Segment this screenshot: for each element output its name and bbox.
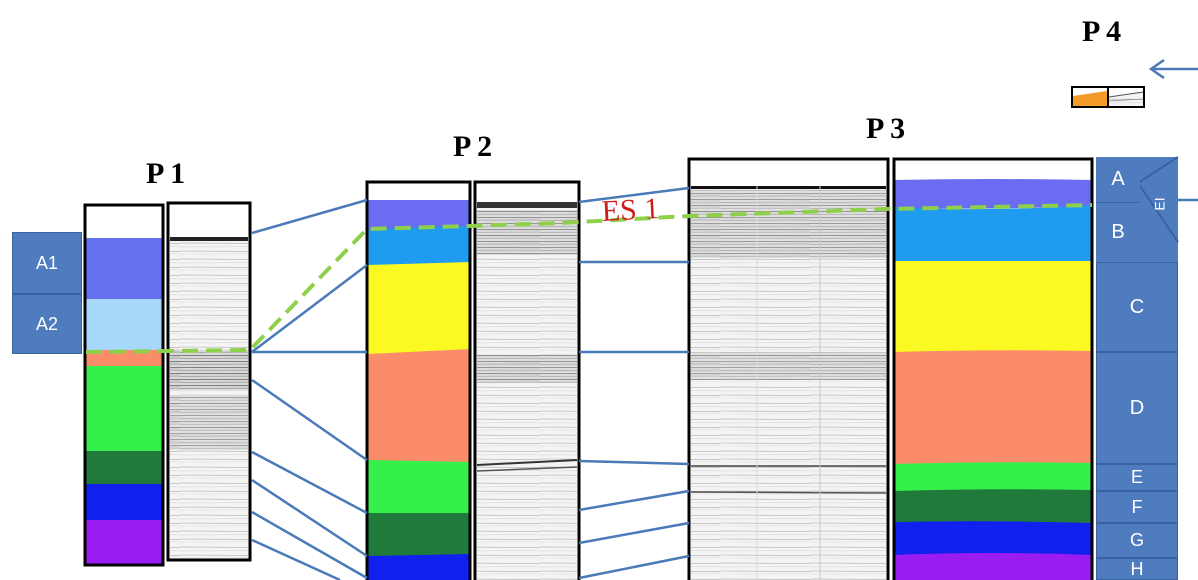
unit-box-h: H: [1096, 558, 1178, 580]
profile-label-p1: P 1: [146, 157, 186, 190]
profile-label-p4: P 4: [1082, 15, 1122, 48]
unit-box-a: A: [1096, 157, 1140, 202]
unit-box-f: F: [1096, 491, 1178, 523]
unit-box-b: B: [1096, 202, 1140, 262]
unit-box-a1: A1: [12, 232, 82, 294]
unit-box-e: E: [1096, 464, 1178, 491]
p1-color-column: [83, 203, 165, 567]
p2-color-column: [365, 180, 472, 580]
p4-profile: [1071, 86, 1145, 108]
wedge-label-ei: EI: [1151, 197, 1168, 211]
unit-box-g: G: [1096, 523, 1178, 558]
p4-arrow: [1148, 58, 1198, 80]
unit-box-c: C: [1096, 262, 1178, 352]
unit-box-d: D: [1096, 352, 1178, 464]
p3-seismic-column: [687, 157, 890, 580]
unit-box-a2: A2: [12, 294, 82, 354]
correlation-lines: [251, 186, 1198, 580]
surface-label-es1: ES 1: [600, 191, 661, 228]
p1-seismic-column: [166, 201, 252, 562]
p2-seismic-column: [473, 180, 581, 580]
profile-label-p3: P 3: [866, 112, 906, 145]
p3-color-column: [892, 157, 1094, 580]
surface-dashed-line: [85, 203, 1093, 354]
profile-label-p2: P 2: [453, 130, 493, 163]
